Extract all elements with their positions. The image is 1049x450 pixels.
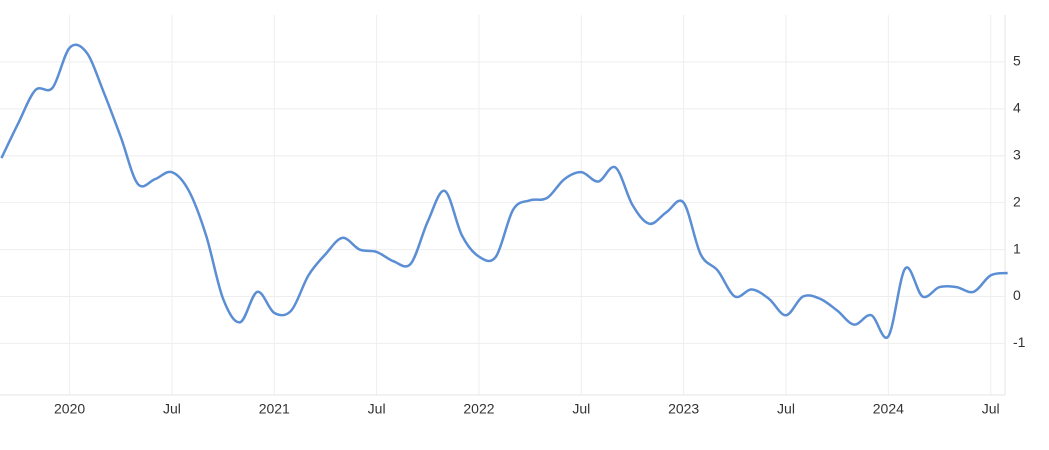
y-tick-label: 3 bbox=[1013, 146, 1021, 162]
x-tick-label: 2023 bbox=[668, 401, 699, 417]
line-series bbox=[0, 43, 1008, 340]
x-tick-label: Jul bbox=[572, 401, 590, 417]
x-tick-label: 2020 bbox=[54, 401, 85, 417]
x-tick-label: Jul bbox=[982, 401, 1000, 417]
x-tick-label: 2022 bbox=[463, 401, 494, 417]
x-tick-label: 2021 bbox=[259, 401, 290, 417]
y-tick-label: 5 bbox=[1013, 53, 1021, 69]
y-tick-label: 1 bbox=[1013, 240, 1021, 256]
y-tick-label: 0 bbox=[1013, 287, 1021, 303]
x-tick-label: Jul bbox=[777, 401, 795, 417]
y-tick-label: 2 bbox=[1013, 193, 1021, 209]
y-tick-label: -1 bbox=[1013, 334, 1026, 350]
y-tick-label: 4 bbox=[1013, 100, 1021, 116]
x-tick-label: 2024 bbox=[873, 401, 904, 417]
x-tick-label: Jul bbox=[368, 401, 386, 417]
x-tick-label: Jul bbox=[163, 401, 181, 417]
